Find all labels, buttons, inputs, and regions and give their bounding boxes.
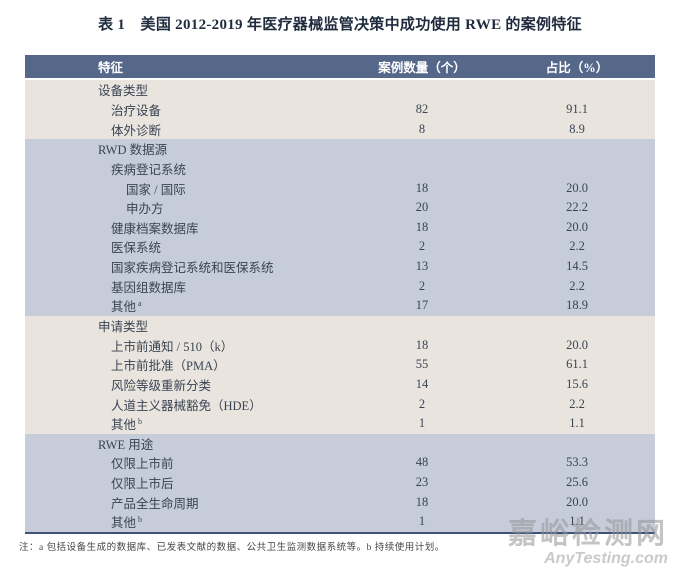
data-table: 特征 案例数量（个） 占比（%） 设备类型 治疗设备 82 91.1 体外诊断 8 8.9 R…: [25, 55, 655, 534]
footnote-marker: b: [136, 417, 143, 427]
feature-cell: 上市前批准（PMA）: [111, 359, 226, 374]
count-cell: 2: [418, 239, 426, 254]
table-row: 医保系统 2 2.2: [25, 237, 655, 257]
table-section: RWE 用途仅限上市前 48 53.3 仅限上市后 23 25.6 产品全生命周期 18 20.…: [25, 433, 655, 532]
count-cell: 20: [415, 200, 429, 215]
feature-cell: 风险等级重新分类: [111, 378, 212, 393]
table-row: 人道主义器械豁免（HDE） 2 2.2: [25, 394, 655, 414]
table-row: 申办方 20 22.2: [25, 198, 655, 218]
table-row: 国家疾病登记系统和医保系统 13 14.5: [25, 257, 655, 277]
footnote-marker: a: [136, 299, 142, 309]
table-row: 上市前批准（PMA） 55 61.1: [25, 355, 655, 375]
header-count: 案例数量（个）: [378, 61, 466, 75]
percent-cell: 20.0: [566, 219, 588, 234]
footnote-marker: b: [136, 515, 143, 525]
feature-cell: RWD 数据源: [98, 143, 168, 158]
feature-cell: RWE 用途: [98, 437, 154, 452]
table-row: 产品全生命周期 18 20.0: [25, 492, 655, 512]
feature-cell: 其他 a: [111, 299, 142, 315]
table-row: 基因组数据库 2 2.2: [25, 276, 655, 296]
count-cell: 48: [415, 455, 429, 470]
count-cell: 18: [415, 494, 429, 509]
count-cell: 2: [418, 396, 426, 411]
table-row: 治疗设备 82 91.1: [25, 100, 655, 120]
percent-cell: 20.0: [566, 180, 588, 195]
percent-cell: 15.6: [566, 376, 588, 391]
table-header-row: 特征 案例数量（个） 占比（%）: [25, 55, 655, 78]
percent-cell: 53.3: [566, 455, 588, 470]
count-cell: 14: [415, 376, 429, 391]
table-row: 仅限上市后 23 25.6: [25, 473, 655, 493]
table-row: 国家 / 国际 18 20.0: [25, 178, 655, 198]
feature-cell: 治疗设备: [111, 103, 162, 118]
feature-cell: 产品全生命周期: [111, 496, 199, 511]
count-cell: 55: [415, 357, 429, 372]
feature-cell: 疾病登记系统: [111, 162, 187, 177]
count-cell: 13: [415, 259, 429, 274]
table-section: 申请类型上市前通知 / 510（k） 18 20.0 上市前批准（PMA） 55 61.1…: [25, 315, 655, 434]
table-row: 其他 a 17 18.9: [25, 296, 655, 316]
table-section: RWD 数据源 疾病登记系统 国家 / 国际 18 20.0 申办方 20 22.2 健康档案数…: [25, 138, 655, 316]
table-row: 健康档案数据库 18 20.0: [25, 217, 655, 237]
percent-cell: 14.5: [566, 259, 588, 274]
table-row: 其他 b 1 1.1: [25, 414, 655, 434]
table-row: 上市前通知 / 510（k） 18 20.0: [25, 335, 655, 355]
percent-cell: 20.0: [566, 337, 588, 352]
count-cell: 2: [418, 278, 426, 293]
percent-cell: 91.1: [566, 101, 588, 116]
feature-cell: 健康档案数据库: [111, 221, 199, 236]
feature-cell: 其他 b: [111, 515, 143, 531]
feature-cell: 申办方: [126, 202, 164, 217]
feature-cell: 体外诊断: [111, 123, 162, 138]
count-cell: 18: [415, 219, 429, 234]
feature-cell: 国家 / 国际: [126, 182, 186, 197]
feature-cell: 设备类型: [98, 84, 149, 99]
table-row: 申请类型: [25, 316, 655, 336]
table-row: 仅限上市前 48 53.3: [25, 453, 655, 473]
feature-cell: 申请类型: [98, 320, 149, 334]
count-cell: 1: [418, 514, 426, 529]
table-row: RWE 用途: [25, 434, 655, 454]
feature-cell: 上市前通知 / 510（k）: [111, 339, 234, 354]
table-row: 其他 b 1 1.1: [25, 512, 655, 532]
table-title: 表 1 美国 2012-2019 年医疗器械监管决策中成功使用 RWE 的案例特…: [98, 17, 582, 33]
percent-cell: 2.2: [569, 278, 585, 293]
count-cell: 18: [415, 337, 429, 352]
feature-cell: 仅限上市后: [111, 477, 174, 492]
percent-cell: 1.1: [569, 514, 585, 529]
percent-cell: 20.0: [566, 494, 588, 509]
feature-cell: 医保系统: [111, 241, 162, 256]
percent-cell: 61.1: [566, 357, 588, 372]
table-body: 设备类型 治疗设备 82 91.1 体外诊断 8 8.9 RWD 数据源 疾病登记系统 国家 / …: [25, 80, 655, 534]
count-cell: 1: [418, 416, 426, 431]
percent-cell: 2.2: [569, 396, 585, 411]
percent-cell: 25.6: [566, 475, 588, 490]
count-cell: 8: [418, 121, 426, 136]
count-cell: 23: [415, 475, 429, 490]
table-row: 设备类型: [25, 80, 655, 100]
percent-cell: 8.9: [569, 121, 585, 136]
count-cell: 18: [415, 180, 429, 195]
table-section: 设备类型治疗设备 82 91.1 体外诊断 8 8.9: [25, 80, 655, 139]
table-row: 体外诊断 8 8.9: [25, 119, 655, 139]
count-cell: 17: [415, 298, 429, 313]
feature-cell: 基因组数据库: [111, 280, 187, 295]
percent-cell: 2.2: [569, 239, 585, 254]
feature-cell: 仅限上市前: [111, 457, 174, 472]
table-row: 风险等级重新分类 14 15.6: [25, 375, 655, 395]
table-footnote: 注：a 包括设备生成的数据库、已发表文献的数据、公共卫生监测数据系统等。b 持续…: [19, 543, 445, 553]
table-row: RWD 数据源: [25, 139, 655, 159]
header-percent: 占比（%）: [545, 61, 609, 75]
feature-cell: 国家疾病登记系统和医保系统: [111, 261, 274, 276]
table-row: 疾病登记系统: [25, 159, 655, 179]
percent-cell: 18.9: [566, 298, 588, 313]
percent-cell: 1.1: [569, 416, 585, 431]
watermark-en-text: AnyTesting.com: [544, 550, 668, 567]
percent-cell: 22.2: [566, 200, 588, 215]
feature-cell: 人道主义器械豁免（HDE）: [111, 398, 262, 413]
header-feature: 特征: [98, 61, 124, 75]
feature-cell: 其他 b: [111, 417, 143, 433]
count-cell: 82: [415, 101, 429, 116]
